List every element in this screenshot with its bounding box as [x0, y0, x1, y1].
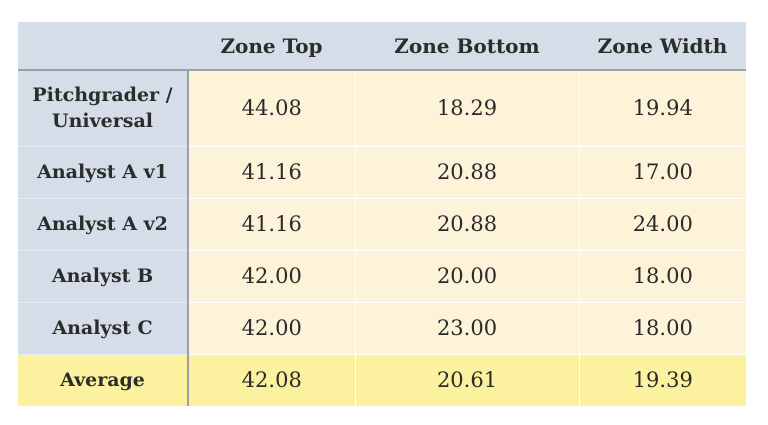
- row-label: Pitchgrader / Universal: [18, 70, 189, 146]
- cell-zone-bottom: 23.00: [354, 301, 579, 354]
- cell-zone-width: 17.00: [578, 145, 746, 198]
- cell-zone-bottom: 20.88: [354, 197, 579, 250]
- column-header-zone-width: Zone Width: [579, 22, 746, 71]
- cell-zone-top: 42.08: [187, 353, 355, 406]
- cell-zone-width: 24.00: [578, 197, 746, 250]
- cell-zone-top: 41.16: [187, 145, 355, 198]
- cell-zone-width: 18.00: [578, 249, 746, 302]
- cell-zone-top: 41.16: [187, 197, 355, 250]
- cell-zone-width: 18.00: [578, 301, 746, 354]
- corner-header-cell: [18, 22, 188, 71]
- cell-zone-width: 19.94: [578, 70, 746, 146]
- cell-zone-bottom: 18.29: [354, 70, 579, 146]
- header-row: Zone Top Zone Bottom Zone Width: [18, 22, 746, 71]
- table-row-analyst-a-v2: Analyst A v2 41.16 20.88 24.00: [18, 197, 746, 250]
- row-label: Analyst A v1: [18, 145, 189, 198]
- table-row-analyst-a-v1: Analyst A v1 41.16 20.88 17.00: [18, 145, 746, 198]
- zone-stats-table: Zone Top Zone Bottom Zone Width Pitchgra…: [18, 22, 746, 406]
- table-row-analyst-c: Analyst C 42.00 23.00 18.00: [18, 301, 746, 354]
- row-label: Analyst A v2: [18, 197, 189, 250]
- cell-zone-top: 44.08: [187, 70, 355, 146]
- column-header-zone-bottom: Zone Bottom: [355, 22, 579, 71]
- table-row-pitchgrader: Pitchgrader / Universal 44.08 18.29 19.9…: [18, 70, 746, 146]
- cell-zone-top: 42.00: [187, 301, 355, 354]
- table-row-analyst-b: Analyst B 42.00 20.00 18.00: [18, 249, 746, 302]
- column-header-zone-top: Zone Top: [188, 22, 355, 71]
- cell-zone-bottom: 20.88: [354, 145, 579, 198]
- row-label: Average: [18, 353, 189, 406]
- table-row-average: Average 42.08 20.61 19.39: [18, 353, 746, 406]
- row-label: Analyst C: [18, 301, 189, 354]
- cell-zone-width: 19.39: [578, 353, 746, 406]
- cell-zone-bottom: 20.00: [354, 249, 579, 302]
- row-label: Analyst B: [18, 249, 189, 302]
- cell-zone-bottom: 20.61: [354, 353, 579, 406]
- cell-zone-top: 42.00: [187, 249, 355, 302]
